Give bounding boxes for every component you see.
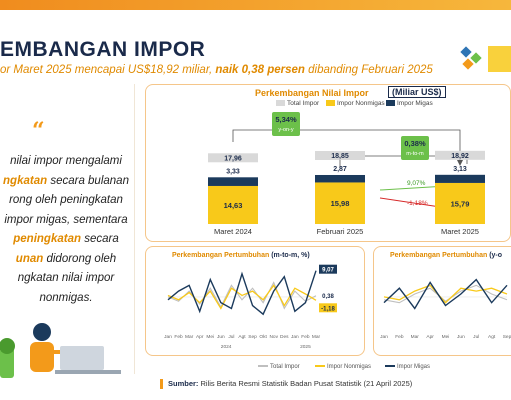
person-laptop-illustration-icon [0,323,121,378]
x-tick-label: Mei [442,334,450,340]
x-tick-label: Apr [426,334,434,340]
x-tick-label: Sep [503,334,511,340]
legend-total-swatch [276,100,285,107]
end-label-nonmigas: -1,18 [321,306,335,312]
mtm-line-chart: Jan Feb Mar Apr Mei Jun Jul Agt Sep Okt Nov Des Jan F… [164,264,337,350]
x-tick-label: Apr [196,334,204,340]
main-bar-chart: 5,34% y-on-y 0,38% m-to-m 9,07% -1,18% 1… [208,112,485,236]
x-tick-label: Jun [217,334,225,340]
x-tick-label: Agt [238,334,246,340]
source-note: Sumber: Rilis Berita Resmi Statistik Bad… [168,379,413,388]
x-tick-label: Feb [301,334,310,340]
page-title: EMBANGAN IMPOR [0,38,206,61]
bar-total-label: 17,96 [224,155,242,162]
migas-change-label: 9,07% [407,180,426,187]
x-tick-label: Mar [185,334,194,340]
mtm-label: m-to-m [406,151,424,157]
mtm-value: 0,38% [404,139,426,148]
series-line [167,284,317,310]
yoy-arrow-icon [457,160,463,166]
mtm-badge [401,136,429,160]
bar-migas [208,177,258,186]
legend-nonmigas: Impor Nonmigas [326,100,385,107]
legend-nonmigas-swatch [326,100,335,107]
x-tick-label: Mar [411,334,420,340]
nonmigas-change-label: -1,18% [407,200,428,207]
yoy-line-chart: Jan Feb Mar Apr Mei Jun Jul Agt Sep [380,278,511,340]
main-chart-title: Perkembangan Nilai Impor [255,88,369,98]
narrative-text: nilai impor mengalami ngkatan secara bul… [3,155,129,304]
footer-legend-total-swatch [258,365,268,368]
bps-logo-icon [460,46,511,72]
bar-nonmigas [208,185,258,224]
bar-nonmigas [315,182,365,224]
bar-nonmigas-label: 15,98 [331,199,350,208]
category-label: Maret 2024 [214,227,252,236]
end-label-total: 0,38 [322,294,334,300]
series-line [383,284,508,304]
legend-migas: Impor Migas [386,100,433,107]
series-line [167,270,317,316]
bar-migas-label: 3,33 [226,168,240,175]
yoy-chart-title: Perkembangan Pertumbuhan (y-o [390,252,503,259]
mtm-chart-title: Perkembangan Pertumbuhan (m-to-m, %) [172,252,310,259]
yoy-badge [272,112,300,136]
footer-legend-nonmigas-swatch [315,365,325,368]
series-line [383,278,508,310]
bar-nonmigas [435,182,485,224]
bar-total [315,150,365,160]
year-label: 2024 [221,344,232,350]
x-tick-label: Sep [248,334,257,340]
bar-nonmigas-label: 14,63 [224,201,243,210]
series-line [383,284,508,304]
narrative-panel [0,84,135,374]
bar-nonmigas-label: 15,79 [451,199,470,208]
mtm-chart-card [145,246,365,356]
x-tick-label: Mar [312,334,321,340]
x-tick-label: Feb [395,334,404,340]
legend-total: Total Impor [276,100,319,107]
x-tick-label: Okt [259,334,267,340]
category-label: Maret 2025 [441,227,479,236]
main-chart-unit: (Miliar US$) [388,86,446,98]
x-tick-label: Jan [291,334,299,340]
x-tick-label: Jun [457,334,465,340]
yoy-label: y-on-y [278,127,294,133]
bar-total [435,150,485,160]
bar-migas [435,174,485,183]
page-subtitle: or Maret 2025 mencapai US$18,92 miliar, … [0,64,433,76]
x-tick-label: Jul [228,334,234,340]
top-accent-bar [0,0,511,10]
bar-total-label: 18,85 [331,153,349,160]
bar-total-label: 18,92 [451,153,469,160]
x-tick-label: Des [280,334,289,340]
end-label-migas: 9,07 [322,268,334,274]
footer-legend-nonmigas: Impor Nonmigas [315,364,371,370]
yoy-value: 5,34% [275,115,297,124]
footer-legend-total: Total Impor [258,364,300,370]
x-tick-label: Jan [380,334,388,340]
year-label: 2025 [300,344,311,350]
bar-migas-label: 3,13 [453,166,467,173]
bar-migas [315,174,365,183]
bar-total [208,153,258,163]
end-label-nonmigas-bg [319,303,337,313]
footer-legend-migas: Impor Migas [385,364,430,370]
category-label: Februari 2025 [317,227,364,236]
quote-mark: “ [32,118,45,144]
x-tick-label: Mei [206,334,214,340]
x-tick-label: Nov [269,334,278,340]
x-tick-label: Jul [473,334,479,340]
footer-legend-migas-swatch [385,365,395,368]
x-tick-label: Jan [164,334,172,340]
legend-migas-swatch [386,100,395,107]
yoy-connector [232,129,461,164]
source-accent-bar [160,379,163,389]
end-label-migas-bg [319,264,337,274]
bar-migas-label: 2,87 [333,166,347,173]
x-tick-label: Feb [174,334,183,340]
x-tick-label: Agt [488,334,496,340]
